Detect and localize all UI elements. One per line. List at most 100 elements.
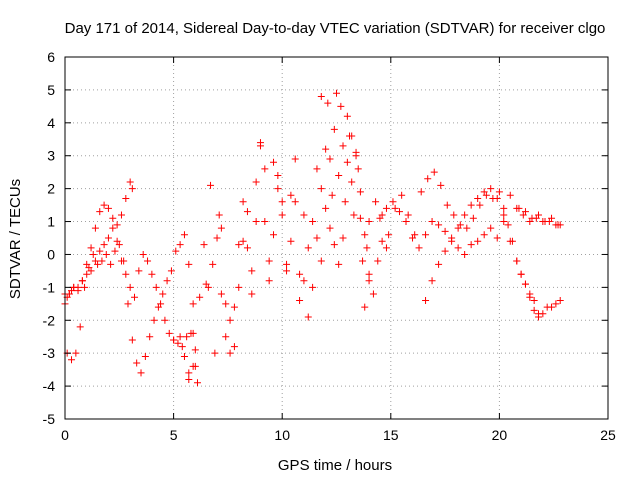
- data-point: [339, 234, 347, 242]
- data-point: [352, 152, 360, 160]
- data-point: [196, 293, 204, 301]
- data-point: [300, 211, 308, 219]
- data-point: [252, 218, 260, 226]
- data-point: [226, 349, 234, 357]
- data-point: [361, 303, 369, 311]
- data-point: [230, 303, 238, 311]
- data-point: [261, 165, 269, 173]
- data-point: [304, 244, 312, 252]
- data-point: [322, 145, 330, 153]
- data-point: [174, 339, 182, 347]
- y-tick-label: -2: [43, 312, 56, 328]
- y-tick-label: -4: [43, 378, 56, 394]
- plot-frame: [64, 56, 609, 420]
- data-point: [300, 277, 308, 285]
- y-tick-label: 4: [47, 115, 55, 131]
- data-point: [152, 283, 160, 291]
- data-point: [144, 257, 152, 265]
- data-point: [487, 224, 495, 232]
- series-c: [61, 224, 195, 351]
- data-point: [313, 234, 321, 242]
- data-point: [517, 270, 525, 278]
- data-point: [493, 234, 501, 242]
- series-b: [63, 231, 197, 377]
- series-l: [185, 241, 208, 387]
- series-d: [170, 142, 330, 377]
- data-point: [243, 208, 251, 216]
- data-point: [343, 112, 351, 120]
- data-point: [235, 241, 243, 249]
- data-point: [454, 244, 462, 252]
- data-point: [83, 270, 91, 278]
- data-point: [87, 244, 95, 252]
- data-point: [391, 204, 399, 212]
- data-point: [180, 352, 188, 360]
- data-point: [326, 224, 334, 232]
- data-point: [265, 257, 273, 265]
- data-point: [552, 300, 560, 308]
- data-point: [309, 218, 317, 226]
- data-point: [526, 290, 534, 298]
- data-point: [243, 244, 251, 252]
- y-tick-label: -5: [43, 411, 56, 427]
- data-point: [96, 208, 104, 216]
- data-point: [304, 313, 312, 321]
- data-point: [441, 247, 449, 255]
- data-point: [369, 290, 377, 298]
- data-point: [365, 270, 373, 278]
- data-point: [287, 191, 295, 199]
- data-point: [183, 333, 191, 341]
- data-point: [291, 198, 299, 206]
- data-point: [72, 349, 80, 357]
- data-point: [378, 237, 386, 245]
- data-point: [278, 211, 286, 219]
- data-point: [104, 204, 112, 212]
- data-point: [385, 231, 393, 239]
- data-point: [185, 376, 193, 384]
- data-point: [161, 316, 169, 324]
- data-point: [78, 277, 86, 285]
- data-point: [133, 359, 141, 367]
- data-point: [91, 257, 99, 265]
- data-point: [348, 178, 356, 186]
- x-axis-label: GPS time / hours: [278, 457, 392, 474]
- data-point: [317, 257, 325, 265]
- data-point: [176, 333, 184, 341]
- y-tick-label: 1: [47, 214, 55, 230]
- data-point: [435, 260, 443, 268]
- data-point: [87, 267, 95, 275]
- data-point: [317, 185, 325, 193]
- data-point: [333, 89, 340, 97]
- y-tick-label: -3: [43, 345, 56, 361]
- data-point: [417, 188, 425, 196]
- data-point: [435, 221, 443, 229]
- data-point: [363, 244, 371, 252]
- data-point: [500, 211, 508, 219]
- data-point: [556, 221, 564, 229]
- data-point: [341, 198, 349, 206]
- data-point: [428, 218, 436, 226]
- data-point: [324, 99, 332, 107]
- data-point: [395, 208, 403, 216]
- data-point: [211, 349, 219, 357]
- data-point: [270, 231, 278, 239]
- data-point: [68, 356, 76, 364]
- data-point: [131, 293, 139, 301]
- series-j: [422, 185, 542, 318]
- data-point: [430, 168, 438, 176]
- data-point: [402, 218, 410, 226]
- data-point: [474, 195, 482, 203]
- data-point: [111, 247, 119, 255]
- data-point: [159, 290, 167, 298]
- data-point: [146, 333, 154, 341]
- grid: [65, 57, 608, 419]
- data-point: [328, 191, 336, 199]
- data-point: [454, 224, 462, 232]
- data-point: [359, 257, 367, 265]
- data-point: [141, 352, 149, 360]
- data-point: [65, 290, 73, 298]
- data-point: [265, 277, 273, 285]
- data-point: [176, 241, 184, 249]
- data-point: [122, 270, 130, 278]
